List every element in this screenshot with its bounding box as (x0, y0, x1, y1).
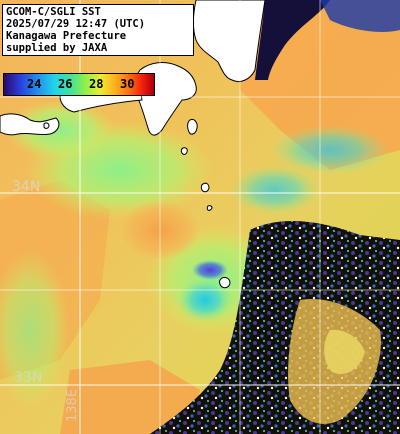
island (43, 122, 50, 129)
island (206, 205, 213, 211)
lat-label-33n: 33N (14, 370, 42, 386)
land-coast-west (0, 113, 60, 136)
observation-datetime: 2025/07/29 12:47 (UTC) (6, 18, 146, 30)
clear-sea-window (324, 329, 365, 374)
land-izu-peninsula (192, 0, 266, 83)
island (219, 276, 231, 289)
cold-water-patch (177, 278, 233, 322)
data-credit: supplied by JAXA (6, 42, 108, 54)
scale-label-28: 28 (89, 77, 104, 91)
scale-label-26: 26 (58, 77, 73, 91)
lon-label-138e: 138E (65, 389, 80, 422)
scale-label-24: 24 (27, 77, 42, 91)
cool-water-patch (5, 100, 115, 160)
island (200, 182, 210, 193)
lat-label-34n: 34N (12, 179, 40, 195)
scale-label-30: 30 (120, 77, 135, 91)
warm-water-region-south (60, 360, 200, 434)
color-scale-bar: 24 26 28 30 (3, 73, 155, 96)
island (187, 119, 198, 135)
product-name: GCOM-C/SGLI SST (6, 6, 101, 18)
cold-water-patch (270, 125, 390, 175)
region-name: Kanagawa Prefecture (6, 30, 127, 42)
cold-water-patch (230, 165, 320, 215)
info-box: GCOM-C/SGLI SST 2025/07/29 12:47 (UTC) K… (2, 4, 194, 56)
cold-core (192, 260, 228, 280)
island (180, 147, 188, 155)
cloud-cover-north (255, 0, 330, 80)
cold-water-north (320, 0, 400, 32)
